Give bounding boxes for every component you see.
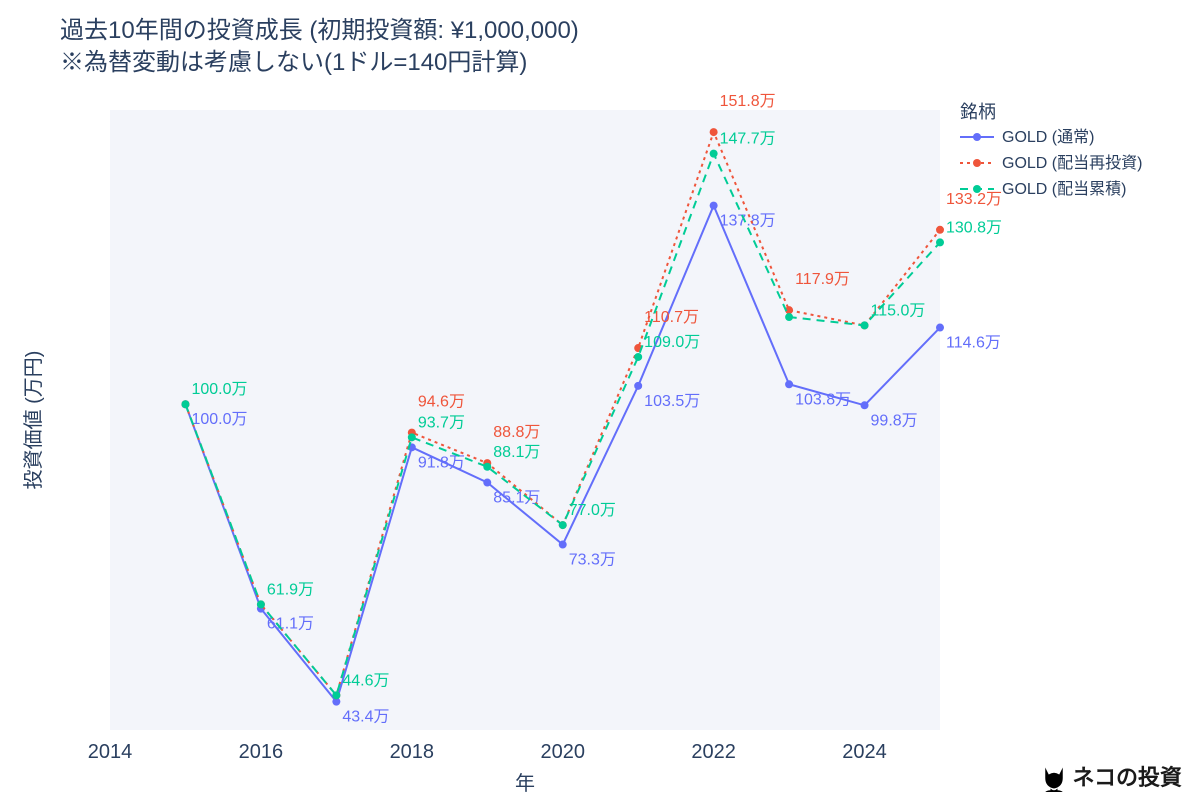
watermark-text: ネコの投資 [1072,760,1182,792]
series-marker [861,401,869,409]
series-marker [634,353,642,361]
x-tick-label: 2014 [88,741,133,763]
series-marker [559,541,567,549]
data-label: 115.0万 [871,302,926,319]
series-marker [710,150,718,158]
series-marker [634,382,642,390]
data-label: 61.1万 [267,616,314,633]
data-label: 110.7万 [644,309,699,326]
data-label: 109.0万 [644,334,700,351]
legend-label: GOLD (配当累積) [1002,180,1126,198]
legend-marker [973,133,981,141]
series-marker [257,600,265,608]
data-label: 151.8万 [720,93,776,110]
legend-label: GOLD (配当再投資) [1002,154,1142,172]
data-label: 44.6万 [342,672,389,689]
legend-marker [973,185,981,193]
chart-container: 過去10年間の投資成長 (初期投資額: ¥1,000,000) ※為替変動は考慮し… [0,0,1200,800]
data-label: 43.4万 [342,709,389,726]
watermark: ネコの投資 [1040,760,1182,792]
data-label: 100.0万 [191,381,247,398]
series-marker [332,691,340,699]
series-marker [181,400,189,408]
series-marker [936,226,944,234]
chart-title-2: ※為替変動は考慮しない(1ドル=140円計算) [60,49,527,76]
series-marker [936,324,944,332]
series-marker [785,380,793,388]
series-marker [936,238,944,246]
legend-marker [973,159,981,167]
data-label: 114.6万 [946,335,1001,352]
data-label: 103.5万 [644,393,700,410]
x-axis-title: 年 [515,772,535,795]
x-tick-label: 2018 [390,741,435,763]
data-label: 85.1万 [493,490,540,507]
legend-label: GOLD (通常) [1002,128,1094,146]
data-label: 88.1万 [493,444,540,461]
chart-title-1: 過去10年間の投資成長 (初期投資額: ¥1,000,000) [60,17,579,44]
cat-icon [1040,764,1068,792]
data-label: 94.6万 [418,394,465,411]
data-label: 130.8万 [946,219,1002,236]
data-label: 137.8万 [720,213,776,230]
data-label: 88.8万 [493,424,540,441]
series-marker [710,202,718,210]
series-marker [861,321,869,329]
data-label: 147.7万 [720,131,776,148]
series-marker [710,128,718,136]
legend-title: 銘柄 [960,102,996,122]
x-tick-label: 2016 [239,741,284,763]
data-label: 100.0万 [191,411,247,428]
data-label: 133.2万 [946,191,1002,208]
series-marker [483,463,491,471]
data-label: 91.8万 [418,454,465,471]
data-label: 77.0万 [569,502,616,519]
y-axis-title: 投資価値 (万円) [22,351,45,490]
data-label: 73.3万 [569,552,616,569]
series-marker [408,433,416,441]
series-marker [559,521,567,529]
data-label: 93.7万 [418,414,465,431]
x-tick-label: 2024 [842,741,887,763]
data-label: 99.8万 [871,412,918,429]
line-chart: 過去10年間の投資成長 (初期投資額: ¥1,000,000) ※為替変動は考慮し… [0,0,1200,800]
x-tick-label: 2020 [540,741,585,763]
data-label: 103.8万 [795,391,851,408]
data-label: 117.9万 [795,271,850,288]
series-marker [785,313,793,321]
series-marker [483,479,491,487]
x-tick-label: 2022 [691,741,736,763]
data-label: 61.9万 [267,581,314,598]
